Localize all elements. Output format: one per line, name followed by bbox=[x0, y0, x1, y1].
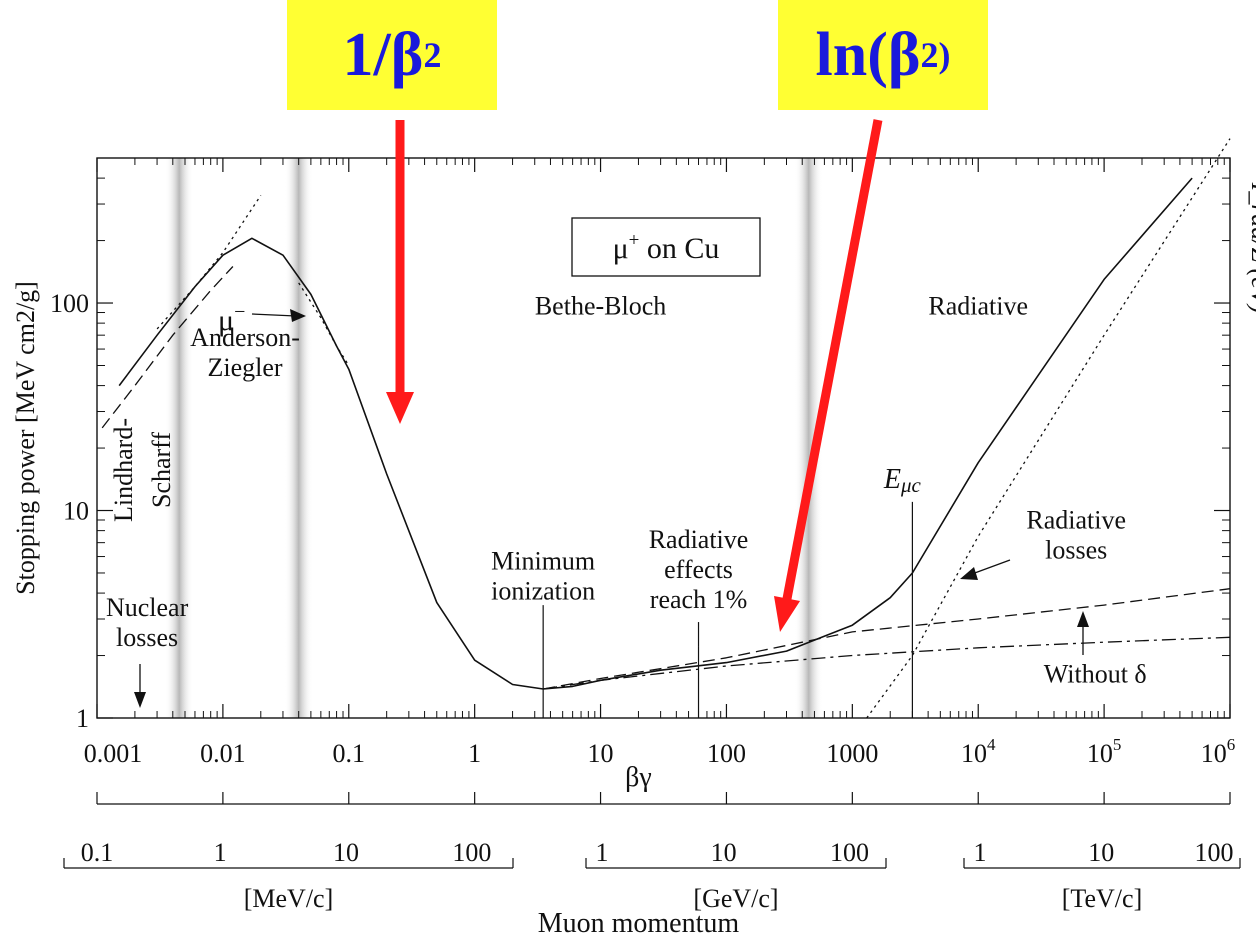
momentum-unit-0: [MeV/c] bbox=[244, 884, 334, 913]
momentum-tick-label: 100 bbox=[830, 838, 869, 867]
momentum-unit-1: [GeV/c] bbox=[693, 884, 778, 913]
nuclear-losses-arrow-head bbox=[134, 692, 146, 708]
inverse-beta-arrow-head bbox=[386, 392, 414, 424]
plot-frame bbox=[96, 157, 1231, 719]
x-tick-label: 10 bbox=[588, 739, 614, 768]
y-axis-title: Stopping power [MeV cm2/g] bbox=[11, 281, 40, 595]
y-tick-label: 1 bbox=[76, 704, 89, 733]
transition-band-0 bbox=[165, 158, 194, 718]
log-beta-arrow-head bbox=[774, 596, 800, 632]
momentum-tick-label: 100 bbox=[452, 838, 491, 867]
mu-minus-label: μ− bbox=[218, 301, 245, 337]
annotation-4-line-0: Radiative bbox=[649, 525, 749, 554]
callout-inverse-beta-sup: 2 bbox=[423, 35, 442, 75]
legend-box-label: μ+ on Cu bbox=[613, 230, 720, 265]
y-tick-label: 100 bbox=[50, 289, 89, 318]
x-axis-title: βγ bbox=[625, 762, 652, 793]
annotation-3-line-0: Minimum bbox=[491, 546, 595, 575]
annotation-4-line-1: effects bbox=[664, 555, 733, 584]
curve-dashdot-5 bbox=[543, 636, 1231, 690]
mu-minus-arrow-head bbox=[290, 309, 306, 322]
annotation-5-line-0: Radiative bbox=[1026, 505, 1126, 534]
lindhard-scharff-label: Lindhard- Scharff bbox=[109, 418, 176, 522]
transition-band-1 bbox=[284, 158, 313, 718]
curve-dotted-3 bbox=[298, 282, 350, 366]
callout-log-beta-squared: ln(β 2) bbox=[778, 0, 988, 110]
log-beta-arrow-shaft bbox=[781, 119, 883, 605]
annotation-6-line-0: Nuclear bbox=[106, 593, 189, 622]
momentum-tick-label: 10 bbox=[333, 838, 359, 867]
momentum-tick-label: 0.1 bbox=[81, 838, 114, 867]
momentum-tick-label: 1 bbox=[214, 838, 227, 867]
annotation-2-line-0: Anderson- bbox=[190, 323, 300, 352]
without-delta-arrow-head bbox=[1077, 611, 1089, 627]
emuc-label: Eμc bbox=[883, 464, 922, 497]
annotation-1-line-0: Radiative bbox=[928, 292, 1028, 321]
y-tick-label: 10 bbox=[63, 497, 89, 526]
x-tick-label: 0.1 bbox=[333, 739, 366, 768]
x-tick-label: 105 bbox=[1087, 735, 1122, 768]
x-tick-label: 1 bbox=[468, 739, 481, 768]
callout-inverse-beta-base: 1/β bbox=[342, 20, 424, 89]
x-tick-label: 0.01 bbox=[200, 739, 246, 768]
radiative-losses-arrow-shaft bbox=[971, 559, 1011, 575]
annotation-4-line-2: reach 1% bbox=[650, 585, 747, 614]
momentum-unit-2: [TeV/c] bbox=[1062, 884, 1142, 913]
annotation-3-line-1: ionization bbox=[491, 576, 595, 605]
curve-dotted-2 bbox=[156, 195, 262, 330]
curve-dotted-6 bbox=[866, 138, 1231, 719]
callout-inverse-beta-squared: 1/β 2 bbox=[287, 0, 497, 110]
momentum-tick-label: 1 bbox=[974, 838, 987, 867]
momentum-tick-label: 1 bbox=[596, 838, 609, 867]
radiative-losses-arrow-head bbox=[960, 567, 978, 580]
legend-box bbox=[571, 217, 761, 277]
curve-dashed-1 bbox=[101, 266, 234, 429]
annotation-2-line-1: Ziegler bbox=[208, 353, 283, 382]
annotation-6-line-1: losses bbox=[116, 623, 178, 652]
annotation-0-line-0: Bethe-Bloch bbox=[535, 292, 666, 321]
x-tick-label: 104 bbox=[961, 735, 996, 768]
annotation-7-line-0: Without δ bbox=[1044, 660, 1147, 689]
callout-log-beta-sup: 2) bbox=[920, 35, 951, 75]
momentum-tick-label: 100 bbox=[1195, 838, 1234, 867]
momentum-title: Muon momentum bbox=[538, 908, 740, 938]
curve-dashed-4 bbox=[543, 588, 1231, 690]
x-tick-label: 106 bbox=[1201, 735, 1236, 768]
annotation-5-line-1: losses bbox=[1045, 535, 1107, 564]
momentum-tick-label: 10 bbox=[711, 838, 737, 867]
momentum-tick-label: 10 bbox=[1088, 838, 1114, 867]
curve-solid-0 bbox=[118, 177, 1193, 690]
right-axis-title: I_rad/Z (eV) bbox=[1246, 182, 1256, 314]
x-tick-label: 0.001 bbox=[84, 739, 143, 768]
mu-minus-arrow-shaft bbox=[251, 313, 297, 317]
x-tick-label: 100 bbox=[707, 739, 746, 768]
x-tick-label: 1000 bbox=[826, 739, 878, 768]
callout-log-beta-base: ln(β bbox=[815, 20, 921, 89]
